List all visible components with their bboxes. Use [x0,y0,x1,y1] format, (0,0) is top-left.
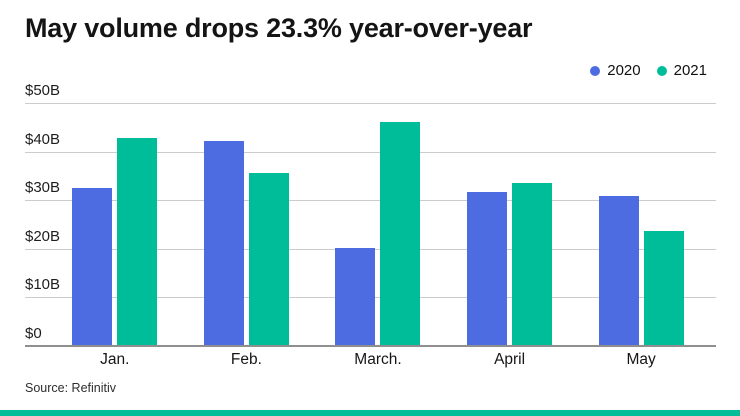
bar-2020-april [467,192,508,346]
gridline [25,200,716,202]
chart-legend: 2020 2021 [590,62,707,79]
x-tick-label-march: March. [354,351,402,368]
x-tick-label-may: May [626,351,656,368]
x-axis-baseline [25,345,716,347]
bars-row [49,103,707,346]
bar-group-may [575,103,707,346]
bar-2021-march [380,121,421,346]
brand-accent-bar [0,410,740,416]
legend-swatch-icon [590,65,601,76]
x-axis-labels: Jan. Feb. March. April May [49,351,707,369]
y-tick-label: $20B [25,227,61,245]
x-tick-label-feb: Feb. [230,351,262,368]
x-tick-label-april: April [494,351,526,368]
bar-2020-may [598,195,639,346]
gridline [25,151,716,153]
y-tick-label: $30B [25,179,61,197]
legend-label: 2020 [607,62,641,79]
y-tick-label: $50B [25,82,61,99]
gridline [25,103,716,104]
bar-2021-april [512,182,553,346]
bar-2021-may [643,230,684,346]
bar-2021-jan [117,138,158,346]
bar-2020-jan [72,187,113,346]
bar-group-jan [49,103,181,346]
chart-title: May volume drops 23.3% year-over-year [25,13,533,43]
bar-group-march [312,103,444,346]
bar-2020-feb [203,141,244,346]
bar-2020-march [335,248,376,346]
legend-item-2021: 2021 [656,62,707,79]
bar-group-april [444,103,576,346]
bar-2021-feb [248,173,289,346]
plot-area: $0 $10B $20B $30B $40B $50B [25,83,716,347]
bar-group-feb [181,103,313,346]
legend-item-2020: 2020 [590,62,641,79]
legend-label: 2021 [673,62,707,79]
y-tick-label: $10B [25,276,61,294]
y-tick-label: $40B [25,130,61,148]
y-tick-label: $0 [25,325,42,342]
source-attribution: Source: Refinitiv [25,381,117,395]
x-tick-label-jan: Jan. [100,351,130,368]
legend-swatch-icon [656,65,667,76]
